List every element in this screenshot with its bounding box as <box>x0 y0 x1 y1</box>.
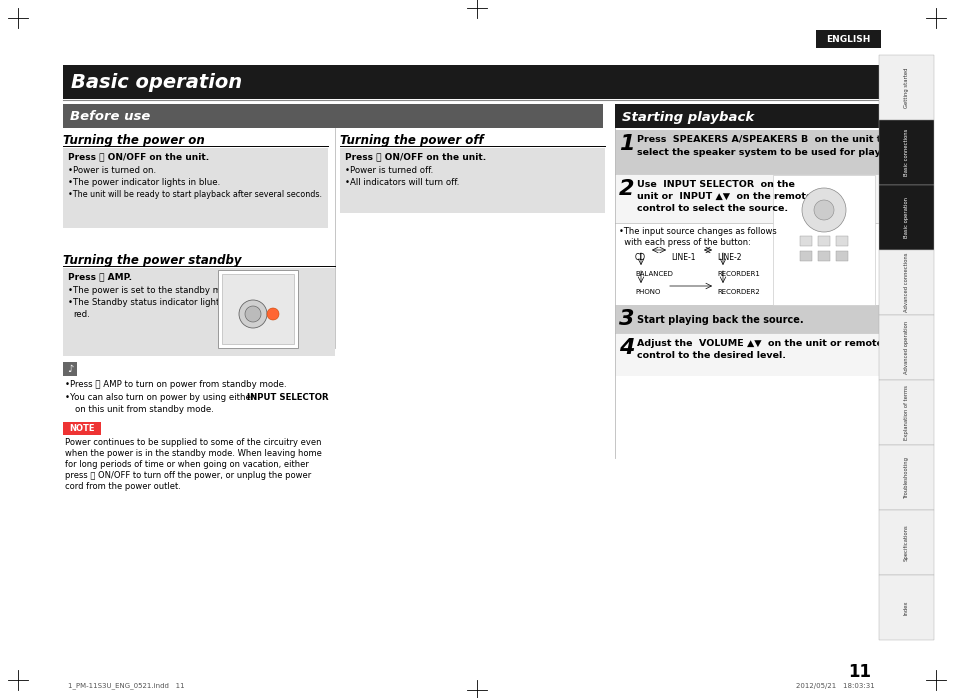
Bar <box>878 120 933 185</box>
Text: Basic operation: Basic operation <box>71 73 242 93</box>
Text: Specifications: Specifications <box>903 524 908 561</box>
Bar <box>878 575 933 640</box>
Text: Starting playback: Starting playback <box>621 110 754 124</box>
Text: 1: 1 <box>618 134 634 154</box>
Bar <box>878 185 933 250</box>
Text: Turning the power off: Turning the power off <box>339 134 483 147</box>
Text: •The Standby status indicator lights in: •The Standby status indicator lights in <box>68 298 234 307</box>
Text: Advanced operation: Advanced operation <box>903 321 908 374</box>
Circle shape <box>267 308 278 320</box>
Text: LINE-2: LINE-2 <box>717 253 740 262</box>
Bar <box>63 104 602 128</box>
Bar <box>817 236 829 246</box>
Text: Troubleshooting: Troubleshooting <box>903 456 908 498</box>
Text: •The unit will be ready to start playback after several seconds.: •The unit will be ready to start playbac… <box>68 190 322 199</box>
Text: red.: red. <box>73 310 90 319</box>
Bar <box>878 445 933 510</box>
Bar <box>615 130 878 174</box>
Text: RECORDER1: RECORDER1 <box>717 271 760 277</box>
Text: Basic connections: Basic connections <box>903 129 908 176</box>
Text: •Power is turned off.: •Power is turned off. <box>345 166 433 175</box>
Bar <box>63 65 878 99</box>
Bar <box>615 334 878 376</box>
Text: Power continues to be supplied to some of the circuitry even: Power continues to be supplied to some o… <box>65 438 321 447</box>
Text: for long periods of time or when going on vacation, either: for long periods of time or when going o… <box>65 460 309 469</box>
Bar <box>835 236 847 246</box>
Bar <box>63 268 335 356</box>
Text: Index: Index <box>903 600 908 615</box>
Text: Explanation of terms: Explanation of terms <box>903 385 908 440</box>
Bar <box>339 148 604 213</box>
Text: control to select the source.: control to select the source. <box>637 204 787 213</box>
Bar <box>772 175 874 305</box>
Bar <box>63 422 101 435</box>
Bar <box>817 251 829 261</box>
Text: Turning the power on: Turning the power on <box>63 134 205 147</box>
Text: ♪: ♪ <box>67 364 73 374</box>
Bar <box>878 380 933 445</box>
Bar <box>63 148 328 228</box>
Bar <box>800 251 811 261</box>
Text: 3: 3 <box>618 309 634 329</box>
Text: Before use: Before use <box>70 110 151 124</box>
Text: LINE-1: LINE-1 <box>670 253 695 262</box>
Text: Turning the power standby: Turning the power standby <box>63 254 241 267</box>
Text: control to the desired level.: control to the desired level. <box>637 351 785 360</box>
Text: Getting started: Getting started <box>903 67 908 107</box>
Circle shape <box>245 306 261 322</box>
Text: •The power is set to the standby mode.: •The power is set to the standby mode. <box>68 286 239 295</box>
Circle shape <box>801 188 845 232</box>
Bar <box>878 510 933 575</box>
Text: select the speaker system to be used for playback.: select the speaker system to be used for… <box>637 148 908 157</box>
Text: CD: CD <box>635 253 645 262</box>
Text: Press ⏻ ON/OFF on the unit.: Press ⏻ ON/OFF on the unit. <box>345 152 486 161</box>
Bar <box>615 175 878 223</box>
Text: Start playing back the source.: Start playing back the source. <box>637 315 802 325</box>
Text: INPUT SELECTOR: INPUT SELECTOR <box>247 393 328 402</box>
Text: Basic operation: Basic operation <box>903 197 908 238</box>
Text: 4: 4 <box>618 338 634 358</box>
Bar <box>63 362 77 376</box>
Text: •Press ⏻ AMP to turn on power from standby mode.: •Press ⏻ AMP to turn on power from stand… <box>65 380 286 389</box>
Text: Press  SPEAKERS A/SPEAKERS B  on the unit to: Press SPEAKERS A/SPEAKERS B on the unit … <box>637 135 887 144</box>
Text: cord from the power outlet.: cord from the power outlet. <box>65 482 181 491</box>
Bar <box>878 55 933 120</box>
Text: unit or  INPUT ▲▼  on the remote: unit or INPUT ▲▼ on the remote <box>637 192 812 201</box>
Text: 11: 11 <box>847 663 871 681</box>
Bar <box>222 274 294 344</box>
Text: with each press of the button:: with each press of the button: <box>618 238 750 247</box>
Text: •You can also turn on power by using either: •You can also turn on power by using eit… <box>65 393 257 402</box>
Text: BALANCED: BALANCED <box>635 271 672 277</box>
Text: •The power indicator lights in blue.: •The power indicator lights in blue. <box>68 178 220 187</box>
Text: PHONO: PHONO <box>635 289 659 295</box>
Text: •Power is turned on.: •Power is turned on. <box>68 166 156 175</box>
Bar <box>615 305 878 333</box>
Text: on this unit from standby mode.: on this unit from standby mode. <box>75 405 213 414</box>
Text: 2012/05/21   18:03:31: 2012/05/21 18:03:31 <box>796 683 874 689</box>
Text: Advanced connections: Advanced connections <box>903 253 908 312</box>
Text: Adjust the  VOLUME ▲▼  on the unit or remote: Adjust the VOLUME ▲▼ on the unit or remo… <box>637 339 882 348</box>
Text: •The input source changes as follows: •The input source changes as follows <box>618 227 776 236</box>
Bar <box>878 315 933 380</box>
Text: 1_PM-11S3U_ENG_0521.indd   11: 1_PM-11S3U_ENG_0521.indd 11 <box>68 683 185 690</box>
Bar <box>878 250 933 315</box>
Text: Use  INPUT SELECTOR  on the: Use INPUT SELECTOR on the <box>637 180 794 189</box>
Text: press ⏻ ON/OFF to turn off the power, or unplug the power: press ⏻ ON/OFF to turn off the power, or… <box>65 471 311 480</box>
Text: Press ⏻ ON/OFF on the unit.: Press ⏻ ON/OFF on the unit. <box>68 152 209 161</box>
Bar <box>615 104 878 128</box>
Bar <box>815 30 880 48</box>
Text: RECORDER2: RECORDER2 <box>717 289 759 295</box>
Text: ENGLISH: ENGLISH <box>825 34 870 43</box>
Circle shape <box>239 300 267 328</box>
Text: 2: 2 <box>618 179 634 199</box>
Text: •All indicators will turn off.: •All indicators will turn off. <box>345 178 459 187</box>
Text: Press ⏻ AMP.: Press ⏻ AMP. <box>68 272 132 281</box>
Bar <box>800 236 811 246</box>
Text: when the power is in the standby mode. When leaving home: when the power is in the standby mode. W… <box>65 449 321 458</box>
Bar <box>835 251 847 261</box>
Text: NOTE: NOTE <box>70 424 94 433</box>
Circle shape <box>813 200 833 220</box>
Bar <box>218 270 297 348</box>
